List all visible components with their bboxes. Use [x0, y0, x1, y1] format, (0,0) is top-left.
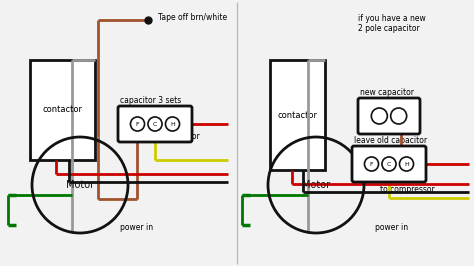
Text: capacitor 3 sets: capacitor 3 sets: [120, 96, 181, 105]
Text: to compressor: to compressor: [145, 132, 200, 141]
FancyBboxPatch shape: [352, 146, 426, 182]
Text: H: H: [170, 122, 175, 127]
Text: Tape off brn/white: Tape off brn/white: [158, 14, 227, 23]
Circle shape: [371, 108, 387, 124]
Circle shape: [391, 108, 407, 124]
Circle shape: [365, 157, 379, 171]
Text: Motor: Motor: [66, 180, 94, 190]
Circle shape: [400, 157, 413, 171]
Text: Motor: Motor: [302, 180, 330, 190]
Text: power in: power in: [375, 223, 408, 232]
Text: leave old capacitor: leave old capacitor: [354, 136, 427, 145]
Text: F: F: [370, 161, 374, 167]
Text: C: C: [387, 161, 391, 167]
Text: F: F: [136, 122, 139, 127]
Circle shape: [130, 117, 145, 131]
Text: to compressor: to compressor: [380, 185, 435, 194]
Text: contactor: contactor: [43, 106, 82, 114]
Text: contactor: contactor: [277, 110, 318, 119]
Text: H: H: [404, 161, 409, 167]
Circle shape: [382, 157, 396, 171]
Text: if you have a new
2 pole capacitor: if you have a new 2 pole capacitor: [358, 14, 426, 34]
Text: new capacitor: new capacitor: [360, 88, 414, 97]
Text: C: C: [153, 122, 157, 127]
Bar: [30, 60, 95, 160]
FancyBboxPatch shape: [358, 98, 420, 134]
Circle shape: [165, 117, 180, 131]
Bar: [270, 60, 325, 170]
Text: power in: power in: [120, 223, 153, 232]
Circle shape: [148, 117, 162, 131]
FancyBboxPatch shape: [118, 106, 192, 142]
